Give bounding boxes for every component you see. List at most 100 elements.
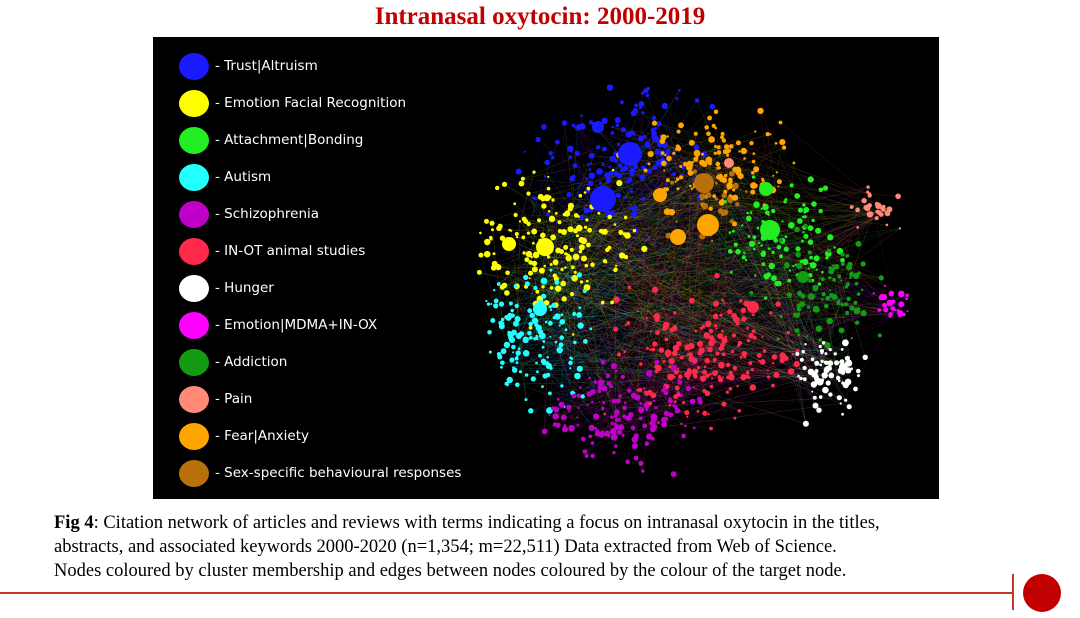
network-node xyxy=(587,227,592,233)
network-node xyxy=(811,371,818,378)
legend-item: - Pain xyxy=(179,384,252,414)
network-edge xyxy=(615,407,657,424)
network-node xyxy=(721,329,724,333)
network-edge xyxy=(519,216,806,222)
network-node xyxy=(802,258,809,266)
network-edge xyxy=(570,148,706,368)
network-edge xyxy=(687,187,695,355)
network-node xyxy=(709,384,714,389)
network-node xyxy=(821,292,826,297)
network-node xyxy=(773,372,780,378)
network-node xyxy=(505,270,510,276)
network-node xyxy=(721,376,724,379)
network-edge xyxy=(607,265,617,376)
network-edge xyxy=(602,247,835,432)
network-node xyxy=(757,107,764,115)
network-edge xyxy=(530,337,740,412)
network-hub-node xyxy=(694,173,714,193)
network-node xyxy=(528,277,531,280)
network-node xyxy=(792,265,795,268)
network-edge xyxy=(512,227,858,311)
network-node xyxy=(668,404,672,407)
network-edge xyxy=(591,207,615,453)
network-edge xyxy=(715,247,780,326)
network-edge xyxy=(525,277,789,333)
network-edge xyxy=(519,353,527,400)
network-node xyxy=(796,306,802,312)
network-edge xyxy=(650,374,695,404)
network-node xyxy=(694,98,700,103)
network-node xyxy=(788,222,795,229)
network-node xyxy=(707,115,712,121)
network-node xyxy=(542,373,548,379)
legend-item: - Emotion Facial Recognition xyxy=(179,88,406,118)
network-node xyxy=(729,372,733,376)
network-edge xyxy=(548,348,721,367)
network-node xyxy=(751,313,755,317)
network-edge xyxy=(507,272,584,440)
network-node xyxy=(731,350,735,354)
network-edge xyxy=(581,194,709,248)
network-edge xyxy=(602,232,815,398)
network-edge xyxy=(615,265,814,330)
network-node xyxy=(705,156,713,164)
network-node xyxy=(707,413,710,416)
network-node xyxy=(639,362,643,366)
caption-fig-label: Fig 4 xyxy=(54,513,94,533)
network-node xyxy=(825,380,831,386)
network-edge xyxy=(578,126,703,163)
network-node xyxy=(528,260,533,265)
network-edge xyxy=(657,151,689,348)
network-edge xyxy=(696,157,702,378)
network-node xyxy=(572,253,580,261)
network-edge xyxy=(715,127,719,148)
network-edge xyxy=(595,252,810,429)
network-edge xyxy=(571,159,696,278)
network-node xyxy=(585,218,589,222)
network-node xyxy=(510,308,514,313)
network-node xyxy=(650,413,658,421)
network-edge xyxy=(708,298,907,325)
network-node xyxy=(577,406,580,410)
network-edge xyxy=(521,280,842,335)
network-node xyxy=(797,218,803,224)
network-edge xyxy=(713,150,730,340)
network-node xyxy=(861,198,867,204)
network-node xyxy=(714,340,717,344)
network-node xyxy=(550,155,555,160)
network-edge xyxy=(630,208,811,276)
network-node xyxy=(687,170,694,176)
network-edge xyxy=(572,266,692,347)
network-node xyxy=(521,235,526,240)
legend-label: - Emotion|MDMA+IN-OX xyxy=(215,317,378,333)
network-edge xyxy=(644,136,843,255)
network-edge xyxy=(546,240,713,248)
network-node xyxy=(543,175,547,178)
network-edge xyxy=(504,184,718,329)
network-node xyxy=(812,402,819,409)
network-edge xyxy=(613,233,768,453)
network-node xyxy=(670,180,674,185)
footer-rule xyxy=(0,592,1012,594)
network-edge xyxy=(510,225,766,338)
network-edge xyxy=(695,133,754,178)
network-node xyxy=(646,317,648,320)
network-edge xyxy=(825,264,851,354)
network-node xyxy=(874,216,879,221)
network-edge xyxy=(580,376,744,388)
network-edge xyxy=(507,246,780,274)
network-edge xyxy=(542,198,617,371)
network-edge xyxy=(671,237,831,362)
network-edge xyxy=(583,240,749,341)
network-edge xyxy=(543,344,562,348)
network-edge xyxy=(782,210,821,241)
network-node xyxy=(632,132,636,136)
network-edge xyxy=(771,234,852,369)
network-node xyxy=(688,139,695,146)
network-edge xyxy=(582,143,663,440)
network-node xyxy=(558,401,565,408)
network-edge xyxy=(701,260,843,378)
network-edge xyxy=(548,211,827,370)
network-edge xyxy=(531,214,769,338)
network-edge xyxy=(577,221,677,237)
